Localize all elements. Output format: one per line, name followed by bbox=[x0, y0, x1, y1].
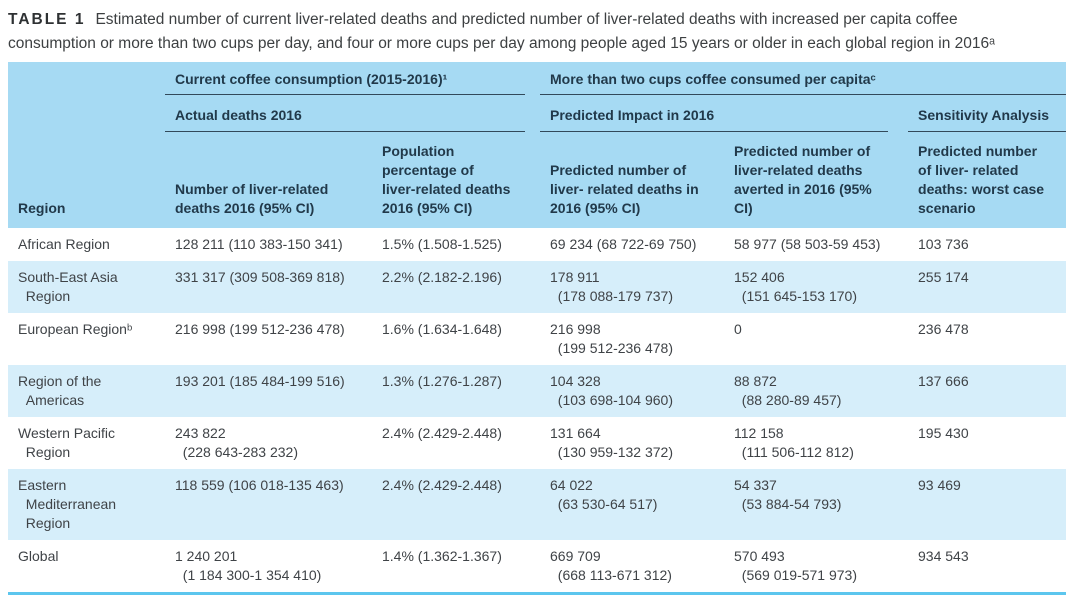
region-cell: Eastern Mediterranean Region bbox=[18, 477, 117, 531]
worst-case-cell: 934 543 bbox=[918, 548, 969, 564]
subgroup-sensitivity-analysis: Sensitivity Analysis bbox=[908, 95, 1067, 132]
deaths-cell: 118 559 (106 018-135 463) bbox=[175, 477, 344, 493]
predicted-cell: 669 709 (668 113-671 312) bbox=[550, 548, 672, 583]
percentage-cell: 1.4% (1.362-1.367) bbox=[382, 548, 502, 564]
worst-case-cell: 93 469 bbox=[918, 477, 961, 493]
percentage-cell: 2.2% (2.182-2.196) bbox=[382, 269, 502, 285]
table-row: Eastern Mediterranean Region 118 559 (10… bbox=[8, 469, 1067, 540]
worst-case-cell: 137 666 bbox=[918, 373, 969, 389]
predicted-cell: 69 234 (68 722-69 750) bbox=[550, 236, 697, 252]
table-body: African Region 128 211 (110 383-150 341)… bbox=[8, 228, 1067, 592]
group-header-spacer bbox=[8, 62, 165, 95]
subgroup-header-row: Actual deaths 2016 Predicted Impact in 2… bbox=[8, 95, 1067, 132]
deaths-cell: 128 211 (110 383-150 341) bbox=[175, 236, 343, 252]
predicted-cell: 104 328 (103 698-104 960) bbox=[550, 373, 673, 408]
subgroup-actual-deaths-cell: Actual deaths 2016 bbox=[165, 95, 540, 132]
table-row: European Regionᵇ 216 998 (199 512-236 47… bbox=[8, 313, 1067, 365]
table-caption: TABLE 1 Estimated number of current liver… bbox=[0, 0, 1080, 56]
worst-case-cell: 195 430 bbox=[918, 425, 969, 441]
worst-case-cell: 103 736 bbox=[918, 236, 969, 252]
table-row: Global 1 240 201 (1 184 300-1 354 410) 1… bbox=[8, 540, 1067, 592]
averted-cell: 152 406 (151 645-153 170) bbox=[734, 269, 857, 304]
subgroup-header-spacer bbox=[8, 95, 165, 132]
table-caption-text: Estimated number of current liver-relate… bbox=[8, 11, 995, 52]
percentage-cell: 2.4% (2.429-2.448) bbox=[382, 425, 502, 441]
column-header-region: Region bbox=[18, 200, 66, 216]
percentage-cell: 1.3% (1.276-1.287) bbox=[382, 373, 502, 389]
region-cell: African Region bbox=[18, 236, 110, 252]
subgroup-predicted-impact-cell: Predicted Impact in 2016 bbox=[540, 95, 908, 132]
region-cell: South-East Asia Region bbox=[18, 269, 118, 304]
table-header: Current coffee consumption (2015-2016)¹ … bbox=[8, 62, 1067, 228]
percentage-cell: 1.5% (1.508-1.525) bbox=[382, 236, 502, 252]
column-header-predicted-deaths: Predicted number of liver- related death… bbox=[550, 162, 699, 216]
averted-cell: 570 493 (569 019-571 973) bbox=[734, 548, 857, 583]
percentage-cell: 1.6% (1.634-1.648) bbox=[382, 321, 502, 337]
predicted-cell: 216 998 (199 512-236 478) bbox=[550, 321, 673, 356]
predicted-cell: 131 664 (130 959-132 372) bbox=[550, 425, 673, 460]
group-header-two-cups: More than two cups coffee consumed per c… bbox=[540, 62, 1067, 95]
column-header-pop-percentage: Population percentage of liver-related d… bbox=[382, 143, 511, 216]
table-row: Region of the Americas 193 201 (185 484-… bbox=[8, 365, 1067, 417]
subgroup-actual-deaths: Actual deaths 2016 bbox=[165, 95, 526, 132]
table-row: African Region 128 211 (110 383-150 341)… bbox=[8, 228, 1067, 261]
region-cell: Global bbox=[18, 548, 59, 564]
averted-cell: 54 337 (53 884-54 793) bbox=[734, 477, 842, 512]
column-header-worst-case: Predicted number of liver- related death… bbox=[918, 143, 1045, 216]
group-header-two-cups-cell: More than two cups coffee consumed per c… bbox=[540, 62, 1067, 95]
worst-case-cell: 255 174 bbox=[918, 269, 969, 285]
group-header-current-consumption: Current coffee consumption (2015-2016)¹ bbox=[165, 62, 526, 95]
percentage-cell: 2.4% (2.429-2.448) bbox=[382, 477, 502, 493]
worst-case-cell: 236 478 bbox=[918, 321, 969, 337]
deaths-cell: 193 201 (185 484-199 516) bbox=[175, 373, 345, 389]
deaths-cell: 331 317 (309 508-369 818) bbox=[175, 269, 345, 285]
group-header-current-consumption-cell: Current coffee consumption (2015-2016)¹ bbox=[165, 62, 540, 95]
region-cell: Western Pacific Region bbox=[18, 425, 115, 460]
subgroup-sensitivity-cell: Sensitivity Analysis bbox=[908, 95, 1067, 132]
region-cell: Region of the Americas bbox=[18, 373, 102, 408]
group-header-row: Current coffee consumption (2015-2016)¹ … bbox=[8, 62, 1067, 95]
column-header-averted-deaths: Predicted number of liver-related deaths… bbox=[734, 143, 872, 216]
predicted-cell: 178 911 (178 088-179 737) bbox=[550, 269, 673, 304]
column-header-deaths-2016: Number of liver-related deaths 2016 (95%… bbox=[175, 181, 329, 216]
deaths-cell: 243 822 (228 643-283 232) bbox=[175, 425, 298, 460]
predicted-cell: 64 022 (63 530-64 517) bbox=[550, 477, 658, 512]
table-row: Western Pacific Region 243 822 (228 643-… bbox=[8, 417, 1067, 469]
region-cell: European Regionᵇ bbox=[18, 321, 133, 337]
averted-cell: 58 977 (58 503-59 453) bbox=[734, 236, 881, 252]
table-row: South-East Asia Region 331 317 (309 508-… bbox=[8, 261, 1067, 313]
column-header-row: Region Number of liver-related deaths 20… bbox=[8, 132, 1066, 228]
deaths-cell: 1 240 201 (1 184 300-1 354 410) bbox=[175, 548, 322, 583]
table-caption-label: TABLE 1 bbox=[8, 11, 86, 28]
subgroup-predicted-impact: Predicted Impact in 2016 bbox=[540, 95, 889, 132]
table-bottom-rule bbox=[8, 592, 1066, 595]
averted-cell: 112 158 (111 506-112 812) bbox=[734, 425, 854, 460]
averted-cell: 0 bbox=[734, 321, 742, 337]
liver-deaths-table: Current coffee consumption (2015-2016)¹ … bbox=[8, 62, 1067, 592]
deaths-cell: 216 998 (199 512-236 478) bbox=[175, 321, 345, 337]
averted-cell: 88 872 (88 280-89 457) bbox=[734, 373, 842, 408]
